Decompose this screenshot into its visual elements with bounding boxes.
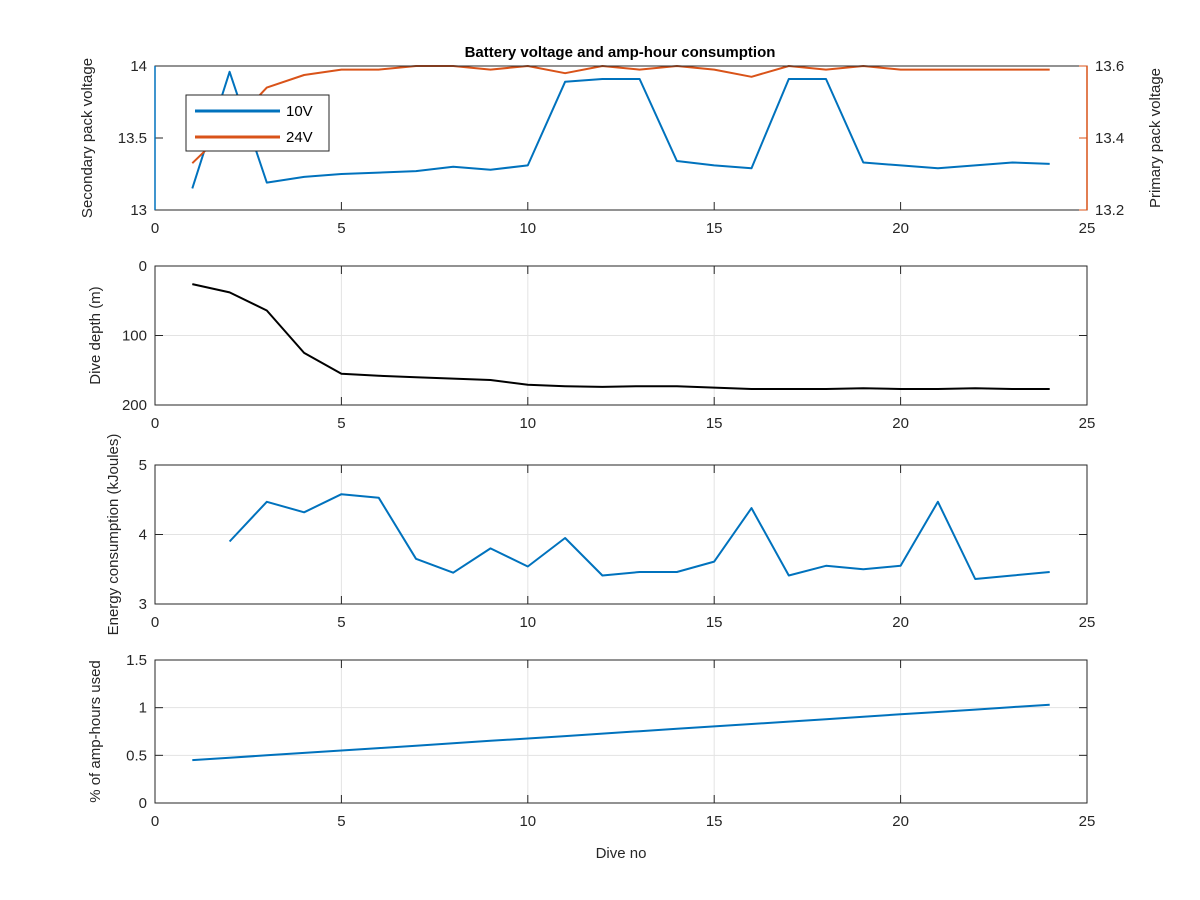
- subplot-1: 0 5 10 15 20 25 13 13.5 14 Secondary pack voltage…: [79, 58, 1164, 237]
- x-axis-label: Dive no: [596, 845, 647, 862]
- subplot-4: 0 5 10 15 20 25 0 0.5 1 1.5 % of amp-hours used Div…: [87, 652, 1095, 862]
- subplot-2: 0 5 10 15 20 25 0 100 200 Dive depth (m): [87, 258, 1095, 432]
- y-axis-label: Secondary pack voltage: [79, 58, 96, 218]
- x-tick-label: 20: [892, 415, 909, 432]
- y-tick-label: 13.5: [118, 130, 147, 147]
- legend-label-10v: 10V: [286, 103, 313, 120]
- legend-box: [185, 94, 330, 152]
- series-line-1: [192, 283, 1050, 390]
- x-tick-label: 0: [151, 614, 159, 631]
- x-tick-label: 25: [1079, 415, 1096, 432]
- y-tick-label: 5: [139, 457, 147, 474]
- y-tick-label: 200: [122, 397, 147, 414]
- series-line-10v: [191, 70, 1050, 189]
- y-tick-label: 1: [139, 700, 147, 717]
- right-tick-label: 13.4: [1095, 130, 1124, 147]
- y-tick-label: 3: [139, 596, 147, 613]
- x-tick-label: 0: [151, 813, 159, 830]
- x-tick-label: 0: [151, 220, 159, 237]
- x-tick-label: 20: [892, 220, 909, 237]
- x-tick-label: 10: [519, 220, 536, 237]
- series-line-1: [228, 493, 1050, 580]
- y-tick-label: 14: [130, 58, 147, 75]
- right-axis-label: Primary pack voltage: [1147, 68, 1164, 208]
- y-tick-label: 4: [139, 527, 147, 544]
- y-tick-label: 0.5: [126, 747, 147, 764]
- y-axis-label: Energy consumption (kJoules): [105, 434, 122, 636]
- chart-title: Battery voltage and amp-hour consumption: [465, 44, 776, 61]
- right-tick-label: 13.2: [1095, 202, 1124, 219]
- y-tick-label: 0: [139, 258, 147, 275]
- x-tick-label: 20: [892, 813, 909, 830]
- x-tick-label: 25: [1079, 220, 1096, 237]
- x-tick-label: 15: [706, 614, 723, 631]
- x-tick-label: 20: [892, 614, 909, 631]
- x-tick-label: 15: [706, 415, 723, 432]
- y-axis-label: Dive depth (m): [87, 286, 104, 384]
- y-tick-label: 1.5: [126, 652, 147, 669]
- x-tick-label: 5: [337, 220, 345, 237]
- subplot-3: 0 5 10 15 20 25 3 4 5 Energy consumption (kJoules…: [105, 434, 1095, 636]
- y-axis-label: % of amp-hours used: [87, 660, 104, 803]
- x-tick-label: 15: [706, 220, 723, 237]
- x-tick-label: 5: [337, 813, 345, 830]
- y-tick-label: 100: [122, 328, 147, 345]
- series-line-24v: [191, 65, 1050, 164]
- right-tick-label: 13.6: [1095, 58, 1124, 75]
- x-tick-label: 5: [337, 614, 345, 631]
- x-tick-label: 10: [519, 614, 536, 631]
- legend-label-24v: 24V: [286, 129, 313, 146]
- x-tick-label: 25: [1079, 614, 1096, 631]
- series-line-1: [192, 703, 1050, 762]
- y-tick-label: 0: [139, 795, 147, 812]
- legend: 10V 24V: [185, 94, 330, 152]
- x-tick-label: 10: [519, 415, 536, 432]
- x-tick-label: 15: [706, 813, 723, 830]
- x-tick-label: 25: [1079, 813, 1096, 830]
- x-tick-label: 5: [337, 415, 345, 432]
- x-tick-label: 10: [519, 813, 536, 830]
- x-tick-label: 0: [151, 415, 159, 432]
- y-tick-label: 13: [130, 202, 147, 219]
- axes-frame: [154, 659, 1088, 804]
